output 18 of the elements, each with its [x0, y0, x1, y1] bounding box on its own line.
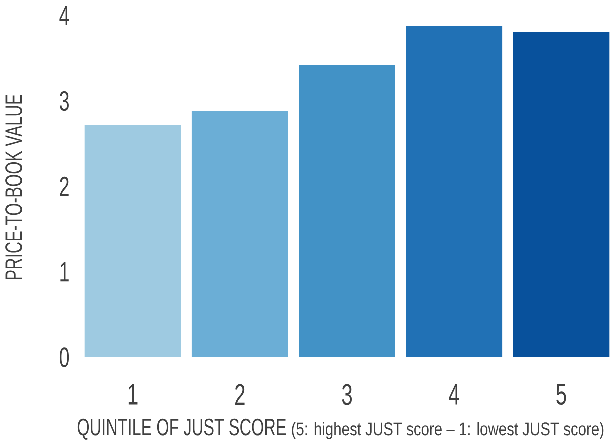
x-tick-label: 1 [128, 384, 138, 405]
x-tick-label: 4 [449, 384, 460, 405]
x-tick-label: 3 [342, 384, 352, 406]
y-tick-label: 2 [60, 176, 69, 196]
text: (5: highest JUST score – 1: lowest JUST score) [292, 422, 604, 440]
y-axis-title: PRICE-TO-BOOK VALUE [6, 94, 22, 280]
bar [513, 32, 610, 358]
bar [192, 111, 288, 358]
bar [406, 26, 503, 358]
bar [84, 125, 182, 358]
y-tick-label: 4 [60, 6, 70, 26]
bar [299, 65, 396, 358]
y-tick-label: 3 [60, 91, 69, 112]
x-tick-label: 5 [556, 384, 566, 406]
y-tick-label: 0 [60, 348, 70, 368]
y-tick-label: 1 [60, 262, 69, 282]
x-axis-title: QUINTILE OF JUST SCORE [78, 418, 286, 440]
x-tick-label: 2 [236, 384, 245, 406]
